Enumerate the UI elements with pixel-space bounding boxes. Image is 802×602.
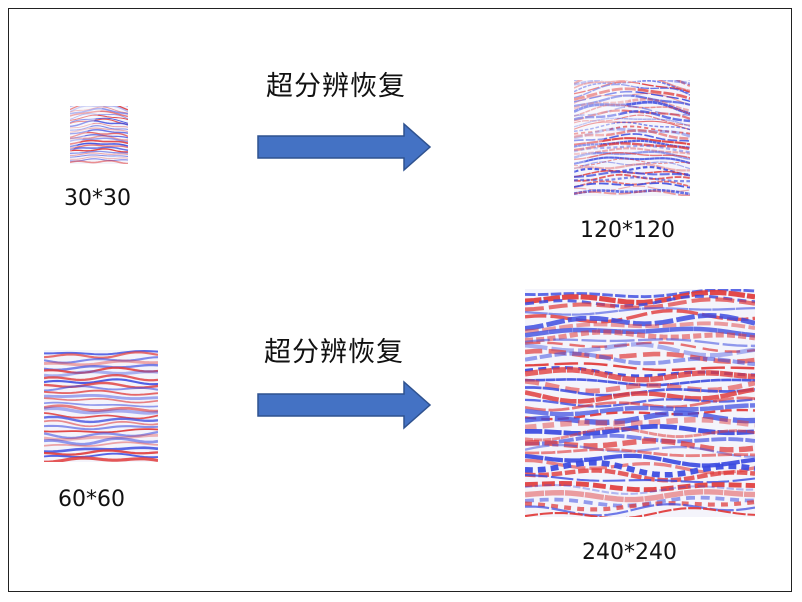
- input-size-label: 60*60: [58, 487, 125, 512]
- seismic-output-240: [525, 289, 755, 517]
- output-size-label: 240*240: [582, 540, 677, 565]
- right-arrow-icon: [257, 380, 432, 430]
- process-label: 超分辨恢复: [264, 337, 404, 368]
- seismic-input-60: [44, 350, 158, 462]
- output-size-label: 120*120: [580, 218, 675, 243]
- seismic-section-image: [525, 289, 755, 517]
- right-arrow-icon: [257, 122, 432, 172]
- seismic-section-image: [44, 350, 158, 462]
- seismic-section-image: [70, 106, 128, 164]
- seismic-output-120: [574, 80, 690, 196]
- seismic-input-30: [70, 106, 128, 164]
- input-size-label: 30*30: [64, 186, 131, 211]
- process-label: 超分辨恢复: [266, 71, 406, 102]
- seismic-section-image: [574, 80, 690, 196]
